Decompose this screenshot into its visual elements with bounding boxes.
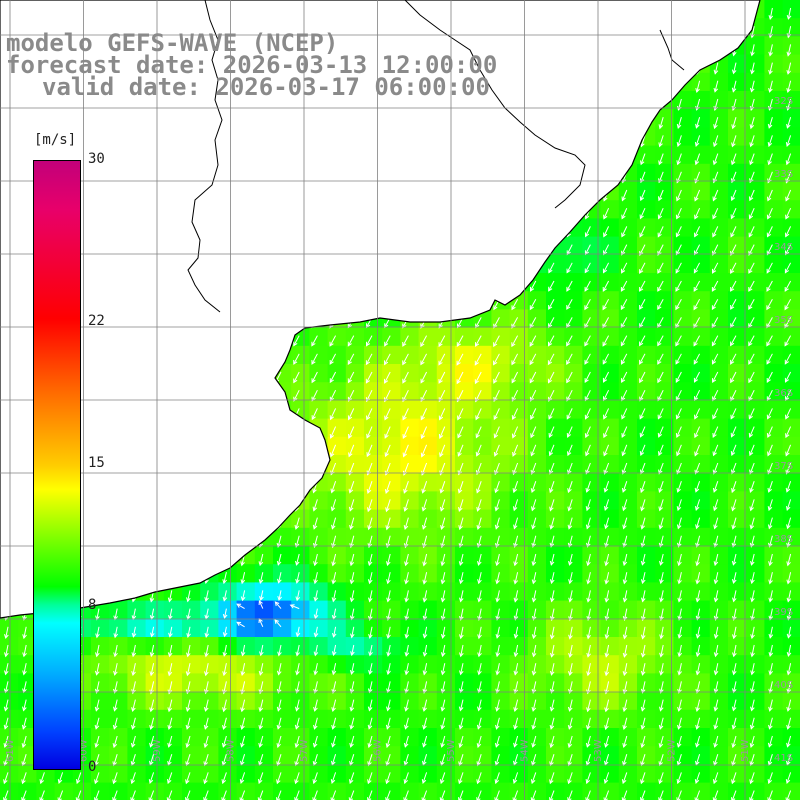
colorbar-tick: 30	[88, 151, 105, 167]
latitude-label: 38S	[774, 534, 793, 545]
colorbar-tick: 8	[88, 596, 97, 613]
longitude-label: 59W	[152, 739, 163, 762]
longitude-label: 55W	[446, 739, 457, 762]
longitude-label: 60W	[79, 739, 90, 762]
valid-date: valid date: 2026-03-17 06:00:00	[42, 73, 490, 101]
longitude-label: 58W	[226, 739, 237, 762]
latitude-label: 36S	[774, 388, 793, 399]
latitude-label: 32S	[774, 96, 793, 107]
latitude-labels: 32S 33S 34S 35S 36S 37S 38S 39S 40S 41S	[774, 96, 793, 764]
longitude-label: 56W	[373, 739, 384, 762]
colorbar-tick: 15	[88, 455, 105, 471]
longitude-label: 53W	[593, 739, 604, 762]
latitude-label: 39S	[774, 607, 793, 618]
latitude-label: 34S	[774, 242, 793, 253]
colorbar-tick: 22	[88, 313, 105, 330]
longitude-label: 61W	[5, 739, 16, 762]
latitude-label: 35S	[774, 315, 793, 326]
coastline	[0, 0, 761, 619]
latitude-label: 41S	[774, 753, 793, 764]
model-title: modelo GEFS-WAVE (NCEP)	[6, 29, 339, 57]
latitude-label: 40S	[774, 680, 793, 691]
forecast-date: forecast date: 2026-03-13 12:00:00	[6, 51, 498, 79]
colorbar-unit: [m/s]	[34, 132, 77, 148]
latitude-label: 37S	[774, 461, 793, 472]
longitude-label: 54W	[520, 739, 531, 762]
latitude-label: 33S	[774, 169, 793, 180]
colorbar-tick: 0	[88, 759, 97, 775]
longitude-label: 52W	[667, 739, 678, 762]
colorbar	[33, 160, 81, 770]
land-mask	[0, 0, 761, 619]
longitude-labels: 61W 60W 59W 58W 57W 56W 55W 54W 53W 52W 51W	[5, 739, 751, 762]
longitude-label: 51W	[740, 739, 751, 762]
longitude-label: 57W	[299, 739, 310, 762]
